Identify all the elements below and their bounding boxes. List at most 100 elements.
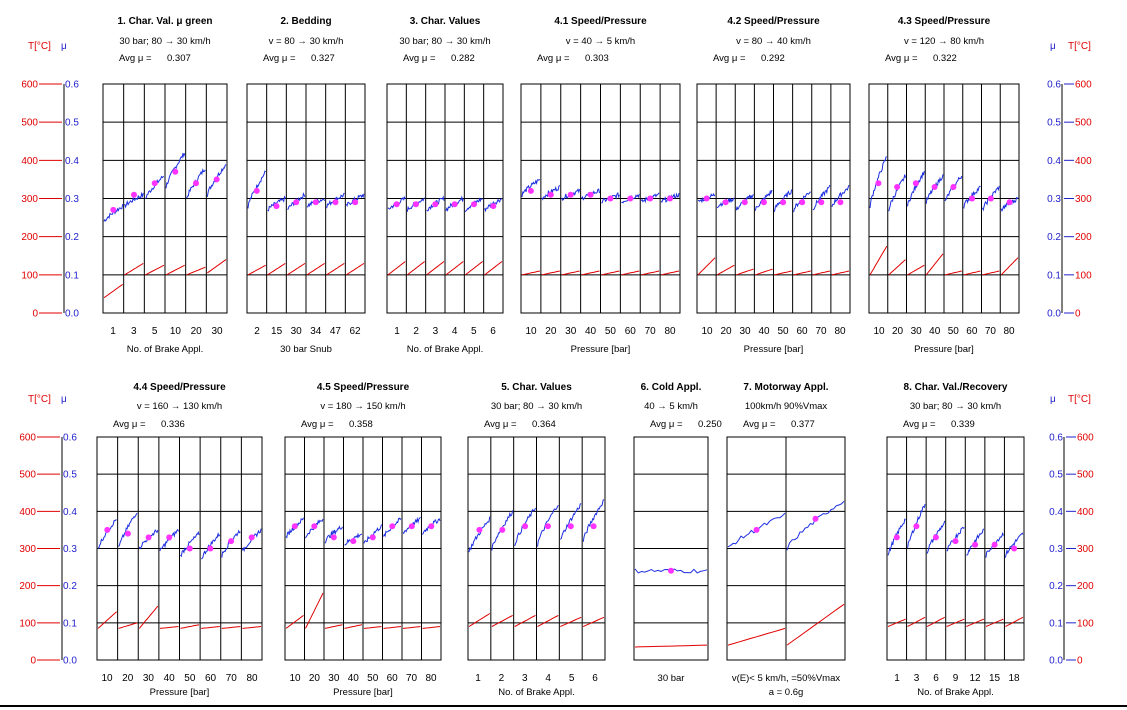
x-tick-label: 50 (367, 673, 379, 684)
temperature-line (186, 266, 206, 276)
x-tick-label: 50 (777, 326, 789, 337)
temperature-line (242, 626, 262, 629)
temperature-line (103, 283, 123, 299)
avg-mu-marker (647, 195, 654, 202)
panel-condition: 40 → 5 km/h (644, 401, 698, 412)
temp-tick-label: 500 (21, 118, 38, 129)
mu-line (521, 178, 541, 197)
temperature-line (831, 270, 850, 276)
avg-mu-marker (837, 199, 844, 206)
avg-mu-label: Avg μ = (713, 53, 746, 64)
temp-tick-label: 100 (1077, 618, 1094, 629)
x-tick-label: 20 (892, 326, 904, 337)
temperature-series (869, 245, 1019, 276)
temperature-line (1005, 616, 1024, 627)
temperature-line (727, 627, 786, 646)
panel-title: 1. Char. Val. μ green (117, 16, 212, 27)
mu-axis-label: μ (1050, 394, 1056, 405)
temperature-line (774, 270, 792, 276)
mu-line (124, 191, 144, 209)
x-tick-label: 3 (914, 673, 920, 684)
avg-mu-marker (1011, 545, 1018, 552)
x-tick-label: 70 (815, 326, 827, 337)
avg-mu-label: Avg μ = (263, 53, 296, 64)
avg-mu-value: 0.307 (167, 53, 191, 64)
avg-mu-value: 0.364 (532, 419, 556, 430)
panel-2-1: 4.4 Speed/Pressure v = 160 → 130 km/h Avg … (96, 382, 263, 698)
avg-mu-marker (780, 199, 787, 206)
mu-tick-label: 0.2 (63, 581, 77, 592)
temperature-series (634, 644, 708, 648)
avg-mu-marker (799, 199, 806, 206)
mu-tick-label: 0.4 (1047, 156, 1061, 167)
temp-tick-label: 600 (21, 80, 38, 91)
mu-axis-label: μ (61, 394, 67, 405)
avg-mu-marker (627, 195, 634, 202)
x-tick-label: 60 (796, 326, 808, 337)
temp-tick-label: 200 (19, 581, 36, 592)
avg-mu-label: Avg μ = (743, 419, 776, 430)
temperature-line (521, 270, 541, 276)
x-tick-label: 30 (143, 673, 155, 684)
temp-tick-label: 200 (1075, 232, 1092, 243)
temperature-line (966, 618, 985, 627)
panel-1-3: 3. Char. Values 30 bar; 80 → 30 km/h Avg μ… (386, 16, 504, 355)
avg-mu-marker (428, 523, 435, 530)
mu-line (1004, 532, 1024, 558)
avg-mu-value: 0.322 (933, 53, 957, 64)
x-tick-label: 15 (989, 673, 1001, 684)
temperature-line (560, 616, 582, 627)
avg-mu-marker (913, 523, 920, 530)
temperature-line (946, 618, 965, 627)
avg-mu-marker (668, 567, 674, 574)
temperature-line (124, 262, 144, 276)
temp-tick-label: 300 (1075, 194, 1092, 205)
temperature-line (118, 622, 138, 629)
avg-mu-marker (893, 534, 900, 541)
avg-mu-marker (124, 530, 131, 537)
temperature-line (869, 245, 888, 276)
mu-tick-label: 0.1 (1049, 618, 1063, 629)
temperature-line (344, 624, 363, 629)
x-tick-label: 3 (433, 326, 439, 337)
mu-tick-label: 0.0 (1049, 656, 1063, 667)
temperature-line (426, 261, 445, 276)
avg-mu-marker (741, 199, 748, 206)
x-tick-label: 70 (226, 673, 238, 684)
temperature-line (363, 626, 382, 629)
avg-mu-marker (476, 526, 483, 533)
x-tick-label: 30 (911, 326, 923, 337)
x-tick-label: 80 (834, 326, 846, 337)
panel-condition: 30 bar; 80 → 30 km/h (119, 36, 210, 47)
avg-mu-label: Avg μ = (885, 53, 918, 64)
x-tick-label: 30 (565, 326, 577, 337)
mu-axis-label: μ (61, 41, 67, 52)
avg-mu-marker (131, 191, 137, 198)
mu-tick-label: 0.3 (63, 544, 77, 555)
mu-line (559, 503, 582, 540)
panel-condition: v = 80 → 40 km/h (736, 36, 811, 47)
temp-tick-label: 0 (1075, 309, 1081, 320)
temperature-line (541, 270, 560, 276)
avg-mu-marker (330, 534, 337, 541)
avg-mu-marker (393, 201, 400, 208)
avg-mu-label: Avg μ = (537, 53, 570, 64)
temperature-line (963, 270, 981, 276)
mu-line (484, 197, 503, 213)
mu-tick-label: 0.6 (1049, 433, 1063, 444)
x-tick-label: 70 (985, 326, 997, 337)
x-tick-label: 80 (664, 326, 676, 337)
temp-tick-label: 500 (19, 470, 36, 481)
x-tick-label: 80 (425, 673, 437, 684)
temp-tick-label: 300 (19, 544, 36, 555)
x-tick-label: 60 (625, 326, 637, 337)
x-tick-label: 80 (1003, 326, 1015, 337)
mu-line (468, 516, 491, 553)
avg-mu-marker (151, 180, 158, 187)
temperature-line (247, 264, 266, 276)
panel-2-3: 5. Char. Values 30 bar; 80 → 30 km/h Avg μ… (467, 382, 606, 698)
axis-left-row1: 0 0.0 100 0.1 200 0.2 300 0.3 400 0.4 500 0.5 600 0.6… (21, 41, 79, 320)
temperature-line (97, 611, 117, 629)
avg-mu-marker (987, 195, 994, 202)
